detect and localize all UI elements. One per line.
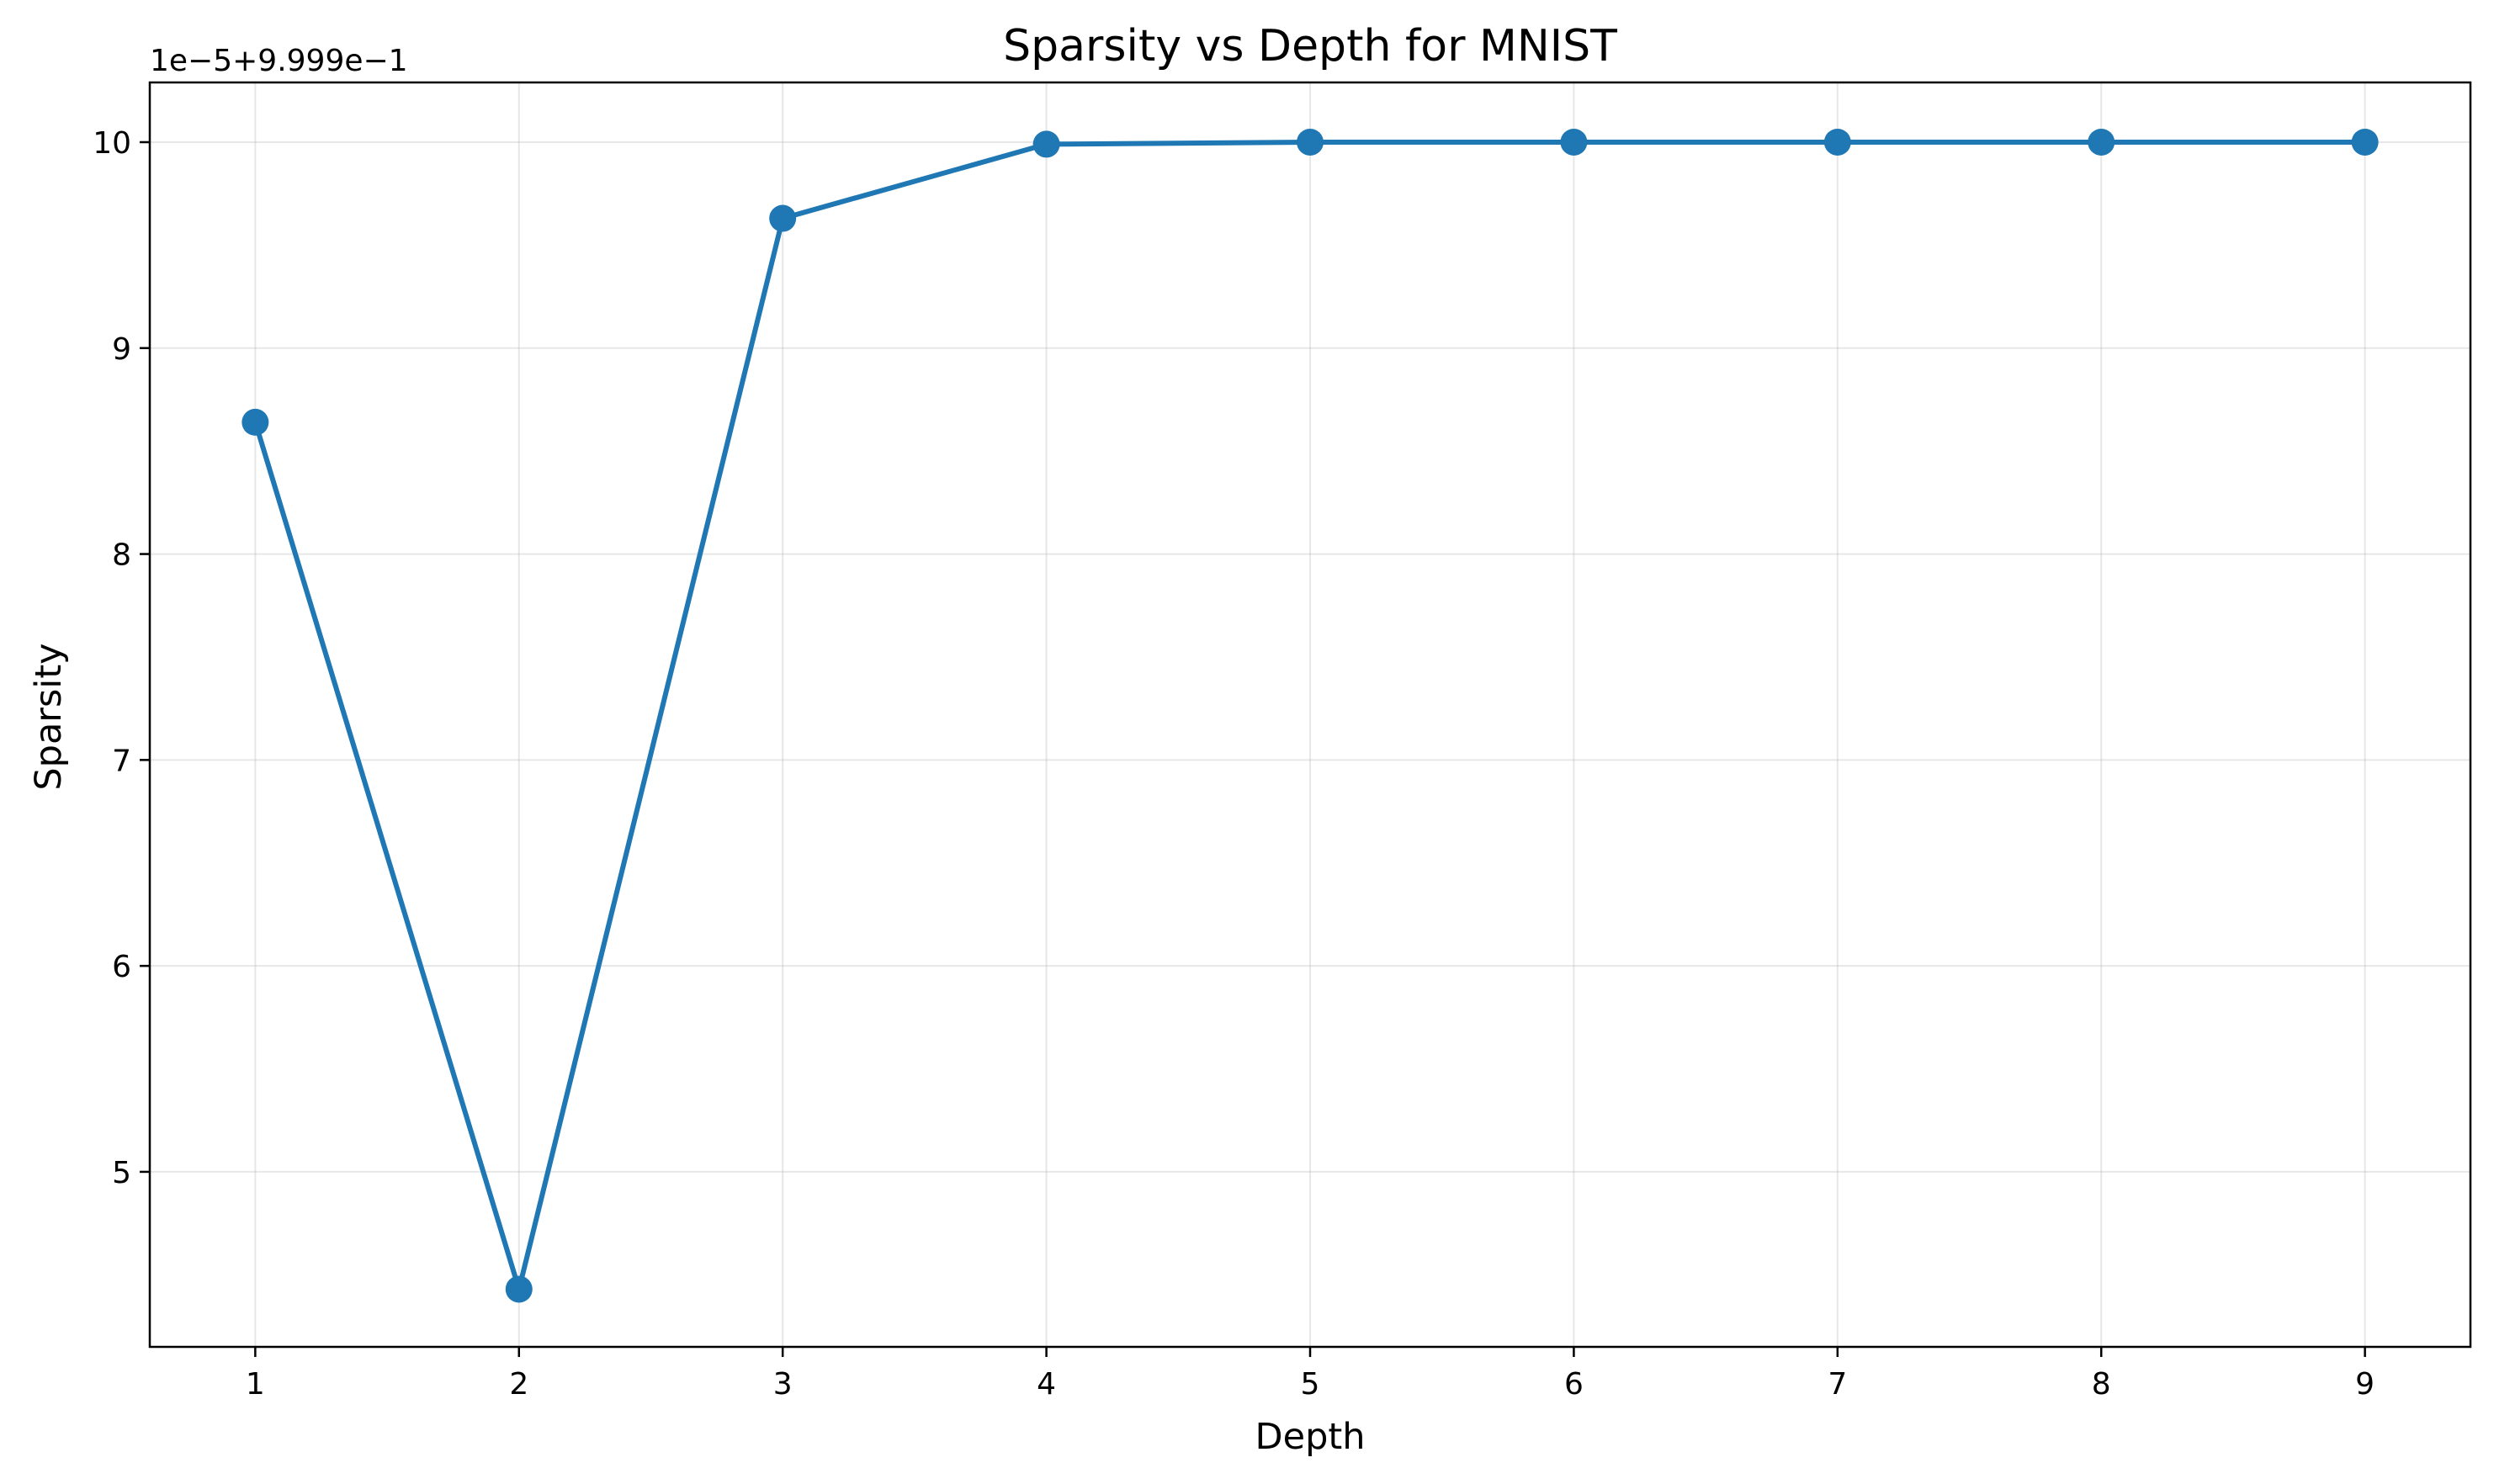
data-point bbox=[1823, 128, 1851, 156]
x-tick-label: 2 bbox=[509, 1367, 528, 1402]
y-tick-label: 6 bbox=[112, 950, 131, 984]
x-axis-ticks: 1 2 3 4 5 6 7 8 9 bbox=[246, 1347, 2375, 1402]
data-point bbox=[769, 204, 797, 232]
y-offset-label: 1e−5+9.999e−1 bbox=[150, 44, 408, 78]
x-gridlines bbox=[254, 82, 2366, 1347]
y-axis-label: Sparsity bbox=[28, 643, 70, 790]
x-axis-label: Depth bbox=[1255, 1416, 1366, 1458]
data-point bbox=[1560, 128, 1588, 156]
x-tick-label: 1 bbox=[246, 1367, 265, 1402]
y-axis-ticks: 5 6 7 8 9 10 bbox=[93, 126, 150, 1190]
x-tick-label: 5 bbox=[1301, 1367, 1320, 1402]
data-point bbox=[1032, 130, 1060, 158]
chart-title: Sparsity vs Depth for MNIST bbox=[1003, 21, 1617, 72]
y-tick-label: 10 bbox=[93, 126, 131, 161]
data-point bbox=[241, 408, 269, 436]
x-tick-label: 9 bbox=[2355, 1367, 2375, 1402]
x-tick-label: 3 bbox=[773, 1367, 793, 1402]
x-tick-label: 6 bbox=[1564, 1367, 1584, 1402]
data-point bbox=[505, 1275, 533, 1303]
x-tick-label: 7 bbox=[1828, 1367, 1847, 1402]
y-tick-label: 5 bbox=[112, 1156, 131, 1190]
y-tick-label: 9 bbox=[112, 332, 131, 367]
x-tick-label: 8 bbox=[2092, 1367, 2111, 1402]
data-point bbox=[1297, 128, 1324, 156]
x-tick-label: 4 bbox=[1037, 1367, 1056, 1402]
data-point bbox=[2088, 128, 2115, 156]
data-point bbox=[2351, 128, 2379, 156]
y-tick-label: 7 bbox=[112, 744, 131, 778]
series-layer bbox=[241, 128, 2379, 1303]
y-tick-label: 8 bbox=[112, 538, 131, 573]
